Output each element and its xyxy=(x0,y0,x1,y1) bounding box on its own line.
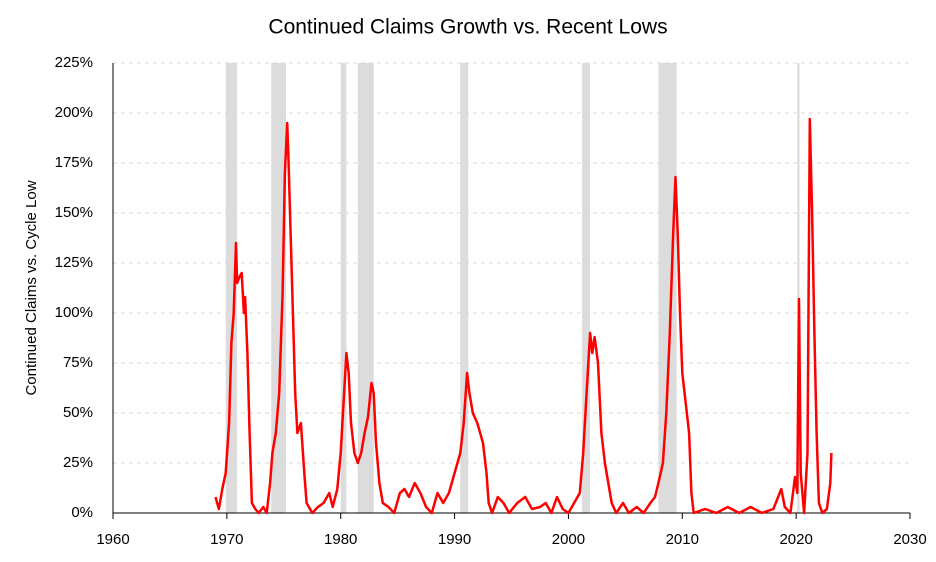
y-tick-label: 175% xyxy=(55,154,93,171)
x-tick-label: 1960 xyxy=(96,531,129,548)
recession-band xyxy=(271,63,287,513)
x-tick-label: 2000 xyxy=(552,531,585,548)
recession-band xyxy=(582,63,591,513)
x-tick-label: 1970 xyxy=(210,531,243,548)
y-tick-label: 150% xyxy=(55,204,93,221)
y-tick-label: 125% xyxy=(55,254,93,271)
x-tick-label: 1980 xyxy=(324,531,357,548)
recession-band xyxy=(797,63,800,513)
y-tick-label: 75% xyxy=(63,354,93,371)
recession-band xyxy=(225,63,238,513)
y-tick-label: 100% xyxy=(55,304,93,321)
chart-title: Continued Claims Growth vs. Recent Lows xyxy=(268,16,667,39)
recession-band xyxy=(658,63,677,513)
x-tick-label: 2030 xyxy=(893,531,926,548)
recession-band xyxy=(460,63,469,513)
y-axis-label: Continued Claims vs. Cycle Low xyxy=(23,180,40,395)
recession-band xyxy=(357,63,374,513)
y-tick-label: 0% xyxy=(71,504,93,521)
recession-band xyxy=(340,63,347,513)
data-line xyxy=(214,117,833,515)
y-tick-label: 225% xyxy=(55,54,93,71)
x-tick-label: 2020 xyxy=(779,531,812,548)
x-tick-label: 2010 xyxy=(666,531,699,548)
y-tick-label: 200% xyxy=(55,104,93,121)
x-tick-label: 1990 xyxy=(438,531,471,548)
y-tick-label: 50% xyxy=(63,404,93,421)
y-tick-label: 25% xyxy=(63,454,93,471)
